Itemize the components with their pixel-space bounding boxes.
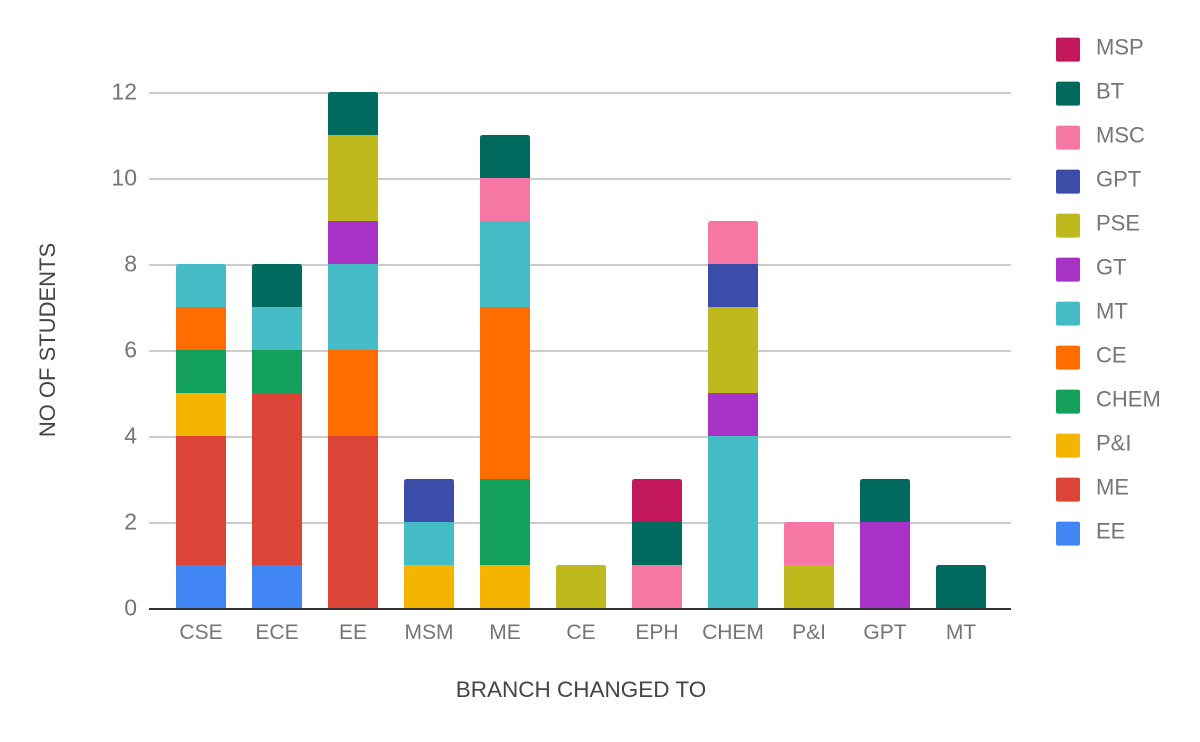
svg-text:EE: EE bbox=[1096, 519, 1125, 544]
svg-text:EE: EE bbox=[339, 621, 367, 644]
svg-text:10: 10 bbox=[111, 165, 137, 191]
svg-text:PSE: PSE bbox=[1096, 211, 1140, 236]
svg-text:ECE: ECE bbox=[255, 621, 298, 644]
svg-text:CHEM: CHEM bbox=[702, 621, 764, 644]
svg-text:4: 4 bbox=[124, 423, 137, 449]
svg-text:CE: CE bbox=[566, 621, 595, 644]
svg-text:BRANCH CHANGED TO: BRANCH CHANGED TO bbox=[456, 677, 706, 702]
svg-text:6: 6 bbox=[124, 337, 137, 363]
svg-text:MSP: MSP bbox=[1096, 35, 1144, 60]
svg-text:CE: CE bbox=[1096, 343, 1127, 368]
svg-text:MSM: MSM bbox=[405, 621, 454, 644]
svg-text:8: 8 bbox=[124, 251, 137, 277]
svg-text:NO OF STUDENTS: NO OF STUDENTS bbox=[35, 243, 60, 437]
svg-text:GPT: GPT bbox=[1096, 167, 1141, 192]
svg-text:MT: MT bbox=[946, 621, 976, 644]
svg-text:CHEM: CHEM bbox=[1096, 387, 1161, 412]
svg-text:ME: ME bbox=[1096, 475, 1129, 500]
svg-text:EPH: EPH bbox=[635, 621, 678, 644]
svg-text:GT: GT bbox=[1096, 255, 1127, 280]
svg-text:0: 0 bbox=[124, 595, 137, 621]
svg-text:GPT: GPT bbox=[863, 621, 906, 644]
svg-text:P&I: P&I bbox=[1096, 431, 1131, 456]
svg-text:MSC: MSC bbox=[1096, 123, 1145, 148]
svg-text:ME: ME bbox=[489, 621, 521, 644]
svg-text:12: 12 bbox=[111, 79, 137, 105]
svg-text:MT: MT bbox=[1096, 299, 1128, 324]
svg-text:2: 2 bbox=[124, 509, 137, 535]
svg-text:BT: BT bbox=[1096, 79, 1124, 104]
svg-text:CSE: CSE bbox=[179, 621, 222, 644]
svg-text:P&I: P&I bbox=[792, 621, 826, 644]
